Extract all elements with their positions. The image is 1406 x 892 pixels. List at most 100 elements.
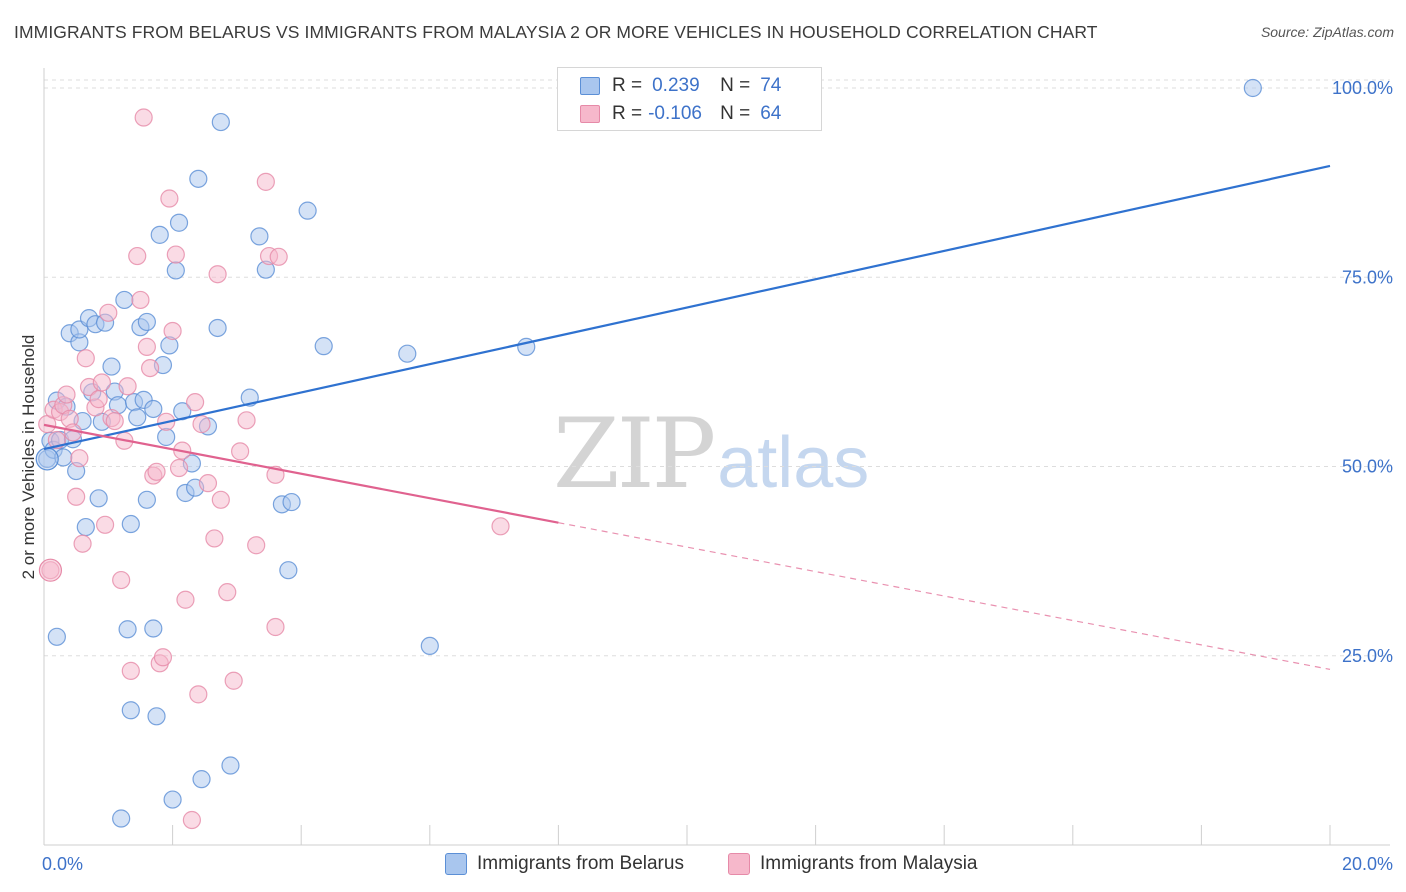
- malaysia-point: [491, 517, 510, 536]
- belarus-point: [398, 344, 417, 363]
- belarus-point: [279, 561, 298, 580]
- malaysia-point: [99, 303, 118, 322]
- malaysia-point: [256, 172, 275, 191]
- malaysia-point: [237, 411, 256, 430]
- malaysia-point: [186, 393, 205, 412]
- malaysia-point: [176, 590, 195, 609]
- malaysia-point: [89, 390, 108, 409]
- malaysia-point: [269, 247, 288, 266]
- malaysia-point: [57, 385, 76, 404]
- malaysia-point: [147, 462, 166, 481]
- n-value: 74: [760, 75, 782, 96]
- malaysia-point: [247, 536, 266, 555]
- malaysia-legend-label: Immigrants from Malaysia: [760, 853, 978, 874]
- belarus-point: [121, 514, 140, 534]
- source-label: Source: ZipAtlas.com: [1260, 24, 1394, 40]
- malaysia-point: [140, 358, 160, 378]
- belarus-point: [420, 636, 439, 656]
- malaysia-point: [76, 349, 95, 368]
- belarus-point: [211, 112, 230, 132]
- malaysia-points: [38, 108, 510, 830]
- malaysia-point: [67, 487, 86, 506]
- malaysia-point: [189, 685, 208, 704]
- belarus-point: [144, 619, 163, 638]
- belarus-point: [102, 357, 121, 376]
- belarus-point: [250, 227, 269, 246]
- belarus-point: [192, 770, 211, 789]
- malaysia-point: [95, 515, 115, 534]
- belarus-point: [189, 169, 208, 188]
- x-tick-label: 20.0%: [1342, 854, 1393, 874]
- malaysia-point: [153, 648, 173, 667]
- r-value: -0.106: [648, 103, 702, 124]
- belarus-trend-line: [43, 164, 1331, 451]
- malaysia-legend-swatch: [728, 853, 750, 875]
- belarus-swatch: [580, 77, 600, 95]
- malaysia-point: [38, 558, 63, 582]
- belarus-point: [147, 707, 166, 726]
- malaysia-point: [166, 245, 185, 264]
- malaysia-point: [134, 108, 153, 127]
- y-tick-label: 100.0%: [1332, 78, 1393, 98]
- trend-lines: [43, 164, 1331, 670]
- belarus-point: [169, 213, 189, 232]
- malaysia-point: [160, 189, 179, 208]
- n-label: N =: [720, 75, 751, 96]
- y-tick-label: 50.0%: [1342, 457, 1393, 477]
- y-axis-label: 2 or more Vehicles in Household: [19, 335, 38, 580]
- malaysia-point: [192, 415, 211, 434]
- belarus-point: [282, 492, 301, 512]
- belarus-legend-swatch: [445, 853, 467, 875]
- belarus-point: [150, 225, 169, 244]
- malaysia-point: [163, 321, 182, 341]
- belarus-point: [166, 261, 185, 280]
- belarus-point: [1243, 78, 1262, 98]
- r-label: R =: [612, 75, 643, 96]
- belarus-point: [112, 809, 131, 828]
- belarus-legend-label: Immigrants from Belarus: [477, 853, 684, 874]
- malaysia-point: [92, 373, 111, 392]
- belarus-point: [76, 517, 95, 537]
- belarus-points: [35, 78, 1262, 828]
- belarus-point: [137, 312, 156, 332]
- malaysia-point: [128, 246, 147, 266]
- malaysia-point: [211, 490, 230, 509]
- belarus-point: [208, 318, 227, 338]
- stats-legend: R = 0.239 N = 74 R = -0.106 N = 64: [557, 67, 822, 131]
- belarus-point: [35, 447, 59, 471]
- malaysia-point: [118, 377, 137, 396]
- malaysia-point: [112, 570, 131, 590]
- belarus-point: [47, 627, 66, 646]
- malaysia-point: [70, 449, 89, 468]
- legend-row-belarus: R = 0.239 N = 74: [580, 73, 781, 99]
- belarus-point: [89, 489, 108, 508]
- belarus-point: [121, 701, 140, 720]
- belarus-point: [118, 620, 137, 639]
- malaysia-point: [218, 583, 237, 602]
- malaysia-swatch: [580, 105, 600, 123]
- malaysia-point: [169, 458, 189, 478]
- malaysia-point: [205, 529, 224, 548]
- belarus-point: [128, 408, 147, 427]
- malaysia-point: [121, 661, 140, 680]
- x-tick-label: 0.0%: [42, 854, 83, 874]
- belarus-point: [298, 201, 317, 220]
- malaysia-point: [73, 534, 92, 553]
- malaysia-trend-line: [43, 423, 559, 524]
- gridlines: [44, 79, 1390, 657]
- legend-row-malaysia: R = -0.106 N = 64: [580, 101, 781, 127]
- malaysia-point: [182, 810, 201, 830]
- tick-labels: 25.0% 50.0% 75.0% 100.0% 0.0% 20.0%: [42, 78, 1393, 874]
- belarus-point: [144, 399, 163, 419]
- malaysia-trend-extension: [558, 522, 1331, 670]
- malaysia-point: [224, 671, 243, 690]
- y-tick-label: 75.0%: [1342, 267, 1393, 287]
- y-tick-label: 25.0%: [1342, 646, 1393, 666]
- n-value: 64: [760, 103, 782, 124]
- belarus-point: [137, 490, 156, 509]
- r-label: R =: [612, 103, 643, 124]
- belarus-point: [221, 756, 240, 775]
- belarus-point: [314, 337, 333, 356]
- bottom-legend-belarus: Immigrants from Belarus: [445, 850, 684, 878]
